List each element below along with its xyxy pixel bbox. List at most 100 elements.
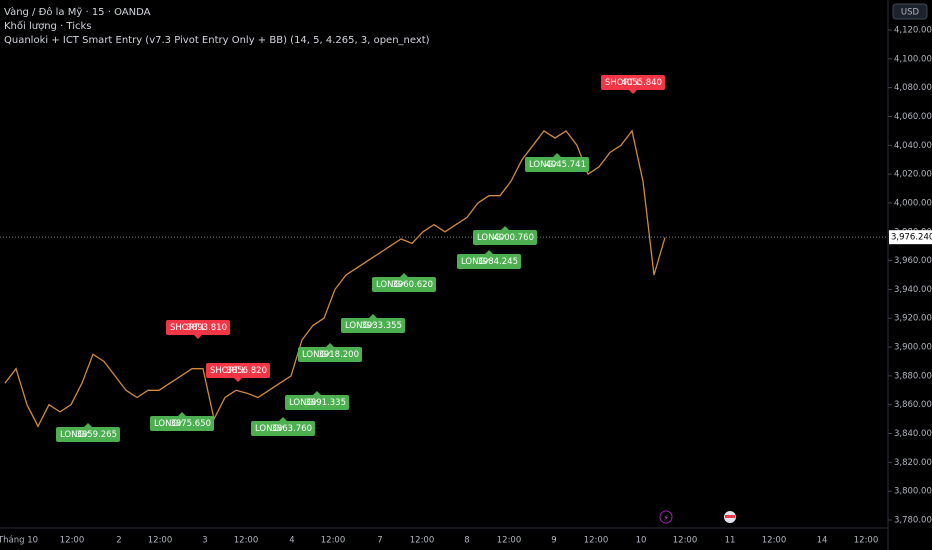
signal-pointer bbox=[313, 391, 321, 395]
volume-title: Khối lượng · Ticks bbox=[4, 20, 92, 32]
time-label: 3 bbox=[202, 536, 207, 546]
price-line bbox=[4, 129, 666, 428]
time-label: 12:00 bbox=[497, 536, 522, 546]
price-tick-label: 3,880.000 bbox=[894, 371, 932, 381]
time-label: 11 bbox=[725, 536, 736, 546]
event-glyph[interactable]: ⚡ bbox=[663, 514, 669, 523]
signal-pointer bbox=[234, 378, 242, 382]
signal-price: 3859.265 bbox=[76, 430, 117, 440]
signal-pointer bbox=[369, 314, 377, 318]
signal-price: 3856.820 bbox=[226, 366, 267, 376]
signal-kind: SHORT bbox=[170, 323, 200, 333]
price-tick-label: 3,940.000 bbox=[894, 285, 932, 295]
time-label: 12:00 bbox=[410, 536, 435, 546]
current-price-box bbox=[889, 230, 932, 245]
signal-box bbox=[166, 320, 230, 335]
signal-pointer bbox=[194, 335, 202, 339]
time-label: 9 bbox=[551, 536, 556, 546]
price-tick-label: 4,020.000 bbox=[894, 170, 932, 180]
price-tick-label: 3,960.000 bbox=[894, 256, 932, 266]
signal-kind: LONG bbox=[376, 280, 400, 290]
signal-box bbox=[285, 395, 349, 410]
signal-kind: SHORT bbox=[605, 78, 635, 88]
signal-box bbox=[298, 347, 362, 362]
time-label: 12:00 bbox=[762, 536, 787, 546]
signal-icon: ↓ bbox=[239, 366, 246, 376]
signal-box bbox=[457, 254, 521, 269]
signal-pointer bbox=[178, 412, 186, 416]
signal-box bbox=[206, 363, 270, 378]
signal-icon: ✓ bbox=[325, 350, 332, 360]
currency-button[interactable] bbox=[892, 3, 928, 20]
signal-kind: LONG bbox=[529, 160, 553, 170]
signal-price: 3875.650 bbox=[170, 419, 211, 429]
signal-pointer bbox=[84, 423, 92, 427]
signal-pointer bbox=[400, 273, 408, 277]
signal-box bbox=[601, 75, 665, 90]
time-label: 12:00 bbox=[584, 536, 609, 546]
price-tick-label: 4,060.000 bbox=[894, 112, 932, 122]
signal-icon: ✓ bbox=[484, 257, 491, 267]
signal-icon: ✓ bbox=[83, 430, 90, 440]
signal-kind: SHORT bbox=[210, 366, 240, 376]
time-label: 12:00 bbox=[148, 536, 173, 546]
signal-icon: ✓ bbox=[552, 160, 559, 170]
time-label: 10 bbox=[636, 536, 647, 546]
symbol-title: Vàng / Đô la Mỹ · 15 · OANDA bbox=[4, 6, 151, 18]
signal-kind: LONG bbox=[60, 430, 84, 440]
price-tick-label: 3,900.000 bbox=[894, 343, 932, 353]
signal-price: 3891.335 bbox=[305, 398, 346, 408]
price-tick-label: 3,800.000 bbox=[894, 487, 932, 497]
signal-kind: LONG bbox=[289, 398, 313, 408]
signal-price: 3984.245 bbox=[477, 257, 518, 267]
signal-price: 3933.355 bbox=[361, 321, 402, 331]
time-label: 12:00 bbox=[60, 536, 85, 546]
signal-pointer bbox=[553, 153, 561, 157]
time-label: 7 bbox=[377, 536, 382, 546]
price-tick-label: 4,100.000 bbox=[894, 54, 932, 64]
signal-box bbox=[150, 416, 214, 431]
signal-price: 4045.741 bbox=[545, 160, 586, 170]
signal-pointer bbox=[501, 226, 509, 230]
signal-kind: LONG bbox=[345, 321, 369, 331]
signal-box bbox=[372, 277, 436, 292]
signal-pointer bbox=[279, 417, 287, 421]
time-label: Tháng 10 bbox=[0, 536, 38, 546]
signal-price: 3960.620 bbox=[392, 280, 433, 290]
signal-pointer bbox=[485, 250, 493, 254]
signal-icon: ✓ bbox=[278, 424, 285, 434]
price-tick-label: 3,860.000 bbox=[894, 400, 932, 410]
price-tick-label: 3,820.000 bbox=[894, 458, 932, 468]
time-label: 14 bbox=[817, 536, 828, 546]
price-tick-label: 4,080.000 bbox=[894, 83, 932, 93]
signal-kind: LONG bbox=[302, 350, 326, 360]
signal-box bbox=[56, 427, 120, 442]
signal-icon: ✓ bbox=[368, 321, 375, 331]
time-label: 4 bbox=[289, 536, 294, 546]
signal-price: 4055.840 bbox=[621, 78, 662, 88]
time-label: 12:00 bbox=[234, 536, 259, 546]
indicator-title: Quanloki + ICT Smart Entry (v7.3 Pivot E… bbox=[4, 35, 430, 46]
signal-box bbox=[251, 421, 315, 436]
price-tick-label: 4,040.000 bbox=[894, 141, 932, 151]
signal-box bbox=[473, 230, 537, 245]
price-tick-label: 4,000.000 bbox=[894, 198, 932, 208]
time-label: 2 bbox=[116, 536, 121, 546]
currency-label[interactable]: USD bbox=[901, 8, 920, 18]
time-label: 12:00 bbox=[854, 536, 879, 546]
price-tick-label: 3,920.000 bbox=[894, 314, 932, 324]
signal-kind: LONG bbox=[461, 257, 485, 267]
signal-box bbox=[341, 318, 405, 333]
flag-stripe bbox=[725, 515, 735, 518]
event-icon[interactable] bbox=[659, 510, 673, 524]
signal-kind: LONG bbox=[255, 424, 279, 434]
signal-icon: ✓ bbox=[312, 398, 319, 408]
signal-icon: ✓ bbox=[500, 233, 507, 243]
signal-icon: ✓ bbox=[177, 419, 184, 429]
signal-icon: ↓ bbox=[199, 323, 206, 333]
price-tick-label: 3,780.000 bbox=[894, 516, 932, 526]
current-price-label: 3,976.240 bbox=[891, 233, 932, 243]
signal-kind: LONG bbox=[154, 419, 178, 429]
